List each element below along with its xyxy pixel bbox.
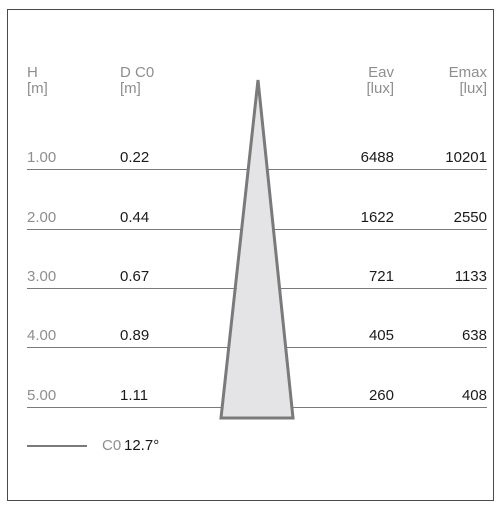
header-d-unit: [m] [120, 80, 141, 97]
legend-angle: 12.7° [124, 437, 160, 454]
row-d: 0.44 [120, 209, 150, 226]
row-left-rule [27, 229, 243, 230]
row-left-rule [27, 169, 249, 170]
row-h: 5.00 [27, 387, 57, 404]
row-d: 1.11 [120, 387, 149, 404]
header-eav: Eav [368, 64, 394, 81]
row-h: 1.00 [27, 149, 57, 166]
row-h: 4.00 [27, 327, 57, 344]
row-left-rule [27, 347, 230, 348]
row-eav: 260 [368, 387, 394, 404]
row-right-rule [272, 229, 487, 230]
row-emax: 638 [461, 327, 487, 344]
row-eav: 405 [368, 327, 394, 344]
legend-line [27, 445, 87, 447]
row-emax: 1133 [454, 268, 487, 285]
header-h-unit: [m] [27, 80, 48, 97]
row-h: 3.00 [27, 268, 57, 285]
row-h: 2.00 [27, 209, 57, 226]
header-emax: Emax [448, 64, 487, 81]
row-left-rule [27, 288, 237, 289]
row-eav: 6488 [360, 149, 394, 166]
row-left-rule [27, 407, 221, 408]
legend-plane: C0 [102, 437, 122, 454]
row-eav: 721 [368, 268, 394, 285]
row-right-rule [267, 169, 487, 170]
header-h: H [27, 64, 38, 81]
row-emax: 408 [461, 387, 487, 404]
header-d: D C0 [120, 64, 155, 81]
header-eav-unit: [lux] [366, 80, 394, 97]
row-right-rule [279, 288, 487, 289]
row-emax: 2550 [453, 209, 487, 226]
row-d: 0.67 [120, 268, 150, 285]
row-emax: 10201 [445, 149, 487, 166]
row-d: 0.89 [120, 327, 150, 344]
row-d: 0.22 [120, 149, 150, 166]
beam-cone [219, 79, 295, 420]
header-emax-unit: [lux] [459, 80, 487, 97]
row-eav: 1622 [360, 209, 394, 226]
row-right-rule [286, 347, 487, 348]
row-right-rule [293, 407, 487, 408]
